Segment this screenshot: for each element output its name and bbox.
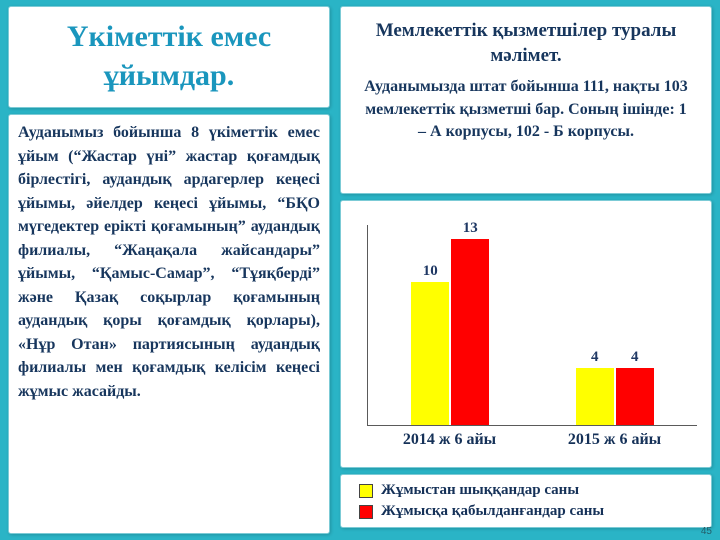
bar xyxy=(615,368,654,425)
bar-value-label: 4 xyxy=(631,349,639,365)
category-label: 2014 ж 6 айы xyxy=(402,431,497,448)
title-panel: Үкіметтік емес ұйымдар. xyxy=(8,6,330,108)
bar xyxy=(411,282,450,425)
page-number: 45 xyxy=(700,526,712,537)
chart-legend: Жұмыстан шыққандар саны Жұмысқа қабылданғ… xyxy=(340,474,712,528)
body-panel: Ауданымыз бойынша 8 үкіметтік емес ұйым … xyxy=(8,114,330,534)
bar-chart: 10 13 4 4 2014 ж 6 айы 2015 ж 6 айы xyxy=(340,200,712,468)
bar-with-label: 10 xyxy=(411,263,450,425)
bar-value-label: 10 xyxy=(422,263,438,279)
bar-value-label: 4 xyxy=(591,349,599,365)
bar-with-label: 4 xyxy=(615,349,654,425)
bar-value-label: 13 xyxy=(462,220,478,236)
info-title: Мемлекеттік қызметшілер туралы мәлімет. xyxy=(375,20,677,66)
slide-title: Үкіметтік емес ұйымдар. xyxy=(66,20,272,92)
legend-swatch xyxy=(359,504,373,519)
legend-swatch xyxy=(359,483,373,498)
bar xyxy=(451,239,490,425)
info-panel: Мемлекеттік қызметшілер туралы мәлімет. … xyxy=(340,6,712,194)
legend-item: Жұмыстан шыққандар саны xyxy=(341,480,711,501)
left-paragraph: Ауданымыз бойынша 8 үкіметтік емес ұйым … xyxy=(18,124,320,400)
legend-label: Жұмыстан шыққандар саны xyxy=(381,482,580,498)
bar-group: 10 13 xyxy=(411,220,490,425)
chart-plot-area: 10 13 4 4 xyxy=(367,220,697,426)
legend-label: Жұмысқа қабылданғандар саны xyxy=(381,503,605,519)
category-label: 2015 ж 6 айы xyxy=(567,431,662,448)
legend-item: Жұмысқа қабылданғандар саны xyxy=(341,501,711,522)
bar-with-label: 13 xyxy=(451,220,490,425)
bar xyxy=(575,368,614,425)
chart-category-axis: 2014 ж 6 айы 2015 ж 6 айы xyxy=(367,431,697,449)
bar-with-label: 4 xyxy=(575,349,614,425)
info-paragraph: Ауданымызда штат бойынша 111, нақты 103 … xyxy=(364,78,688,141)
